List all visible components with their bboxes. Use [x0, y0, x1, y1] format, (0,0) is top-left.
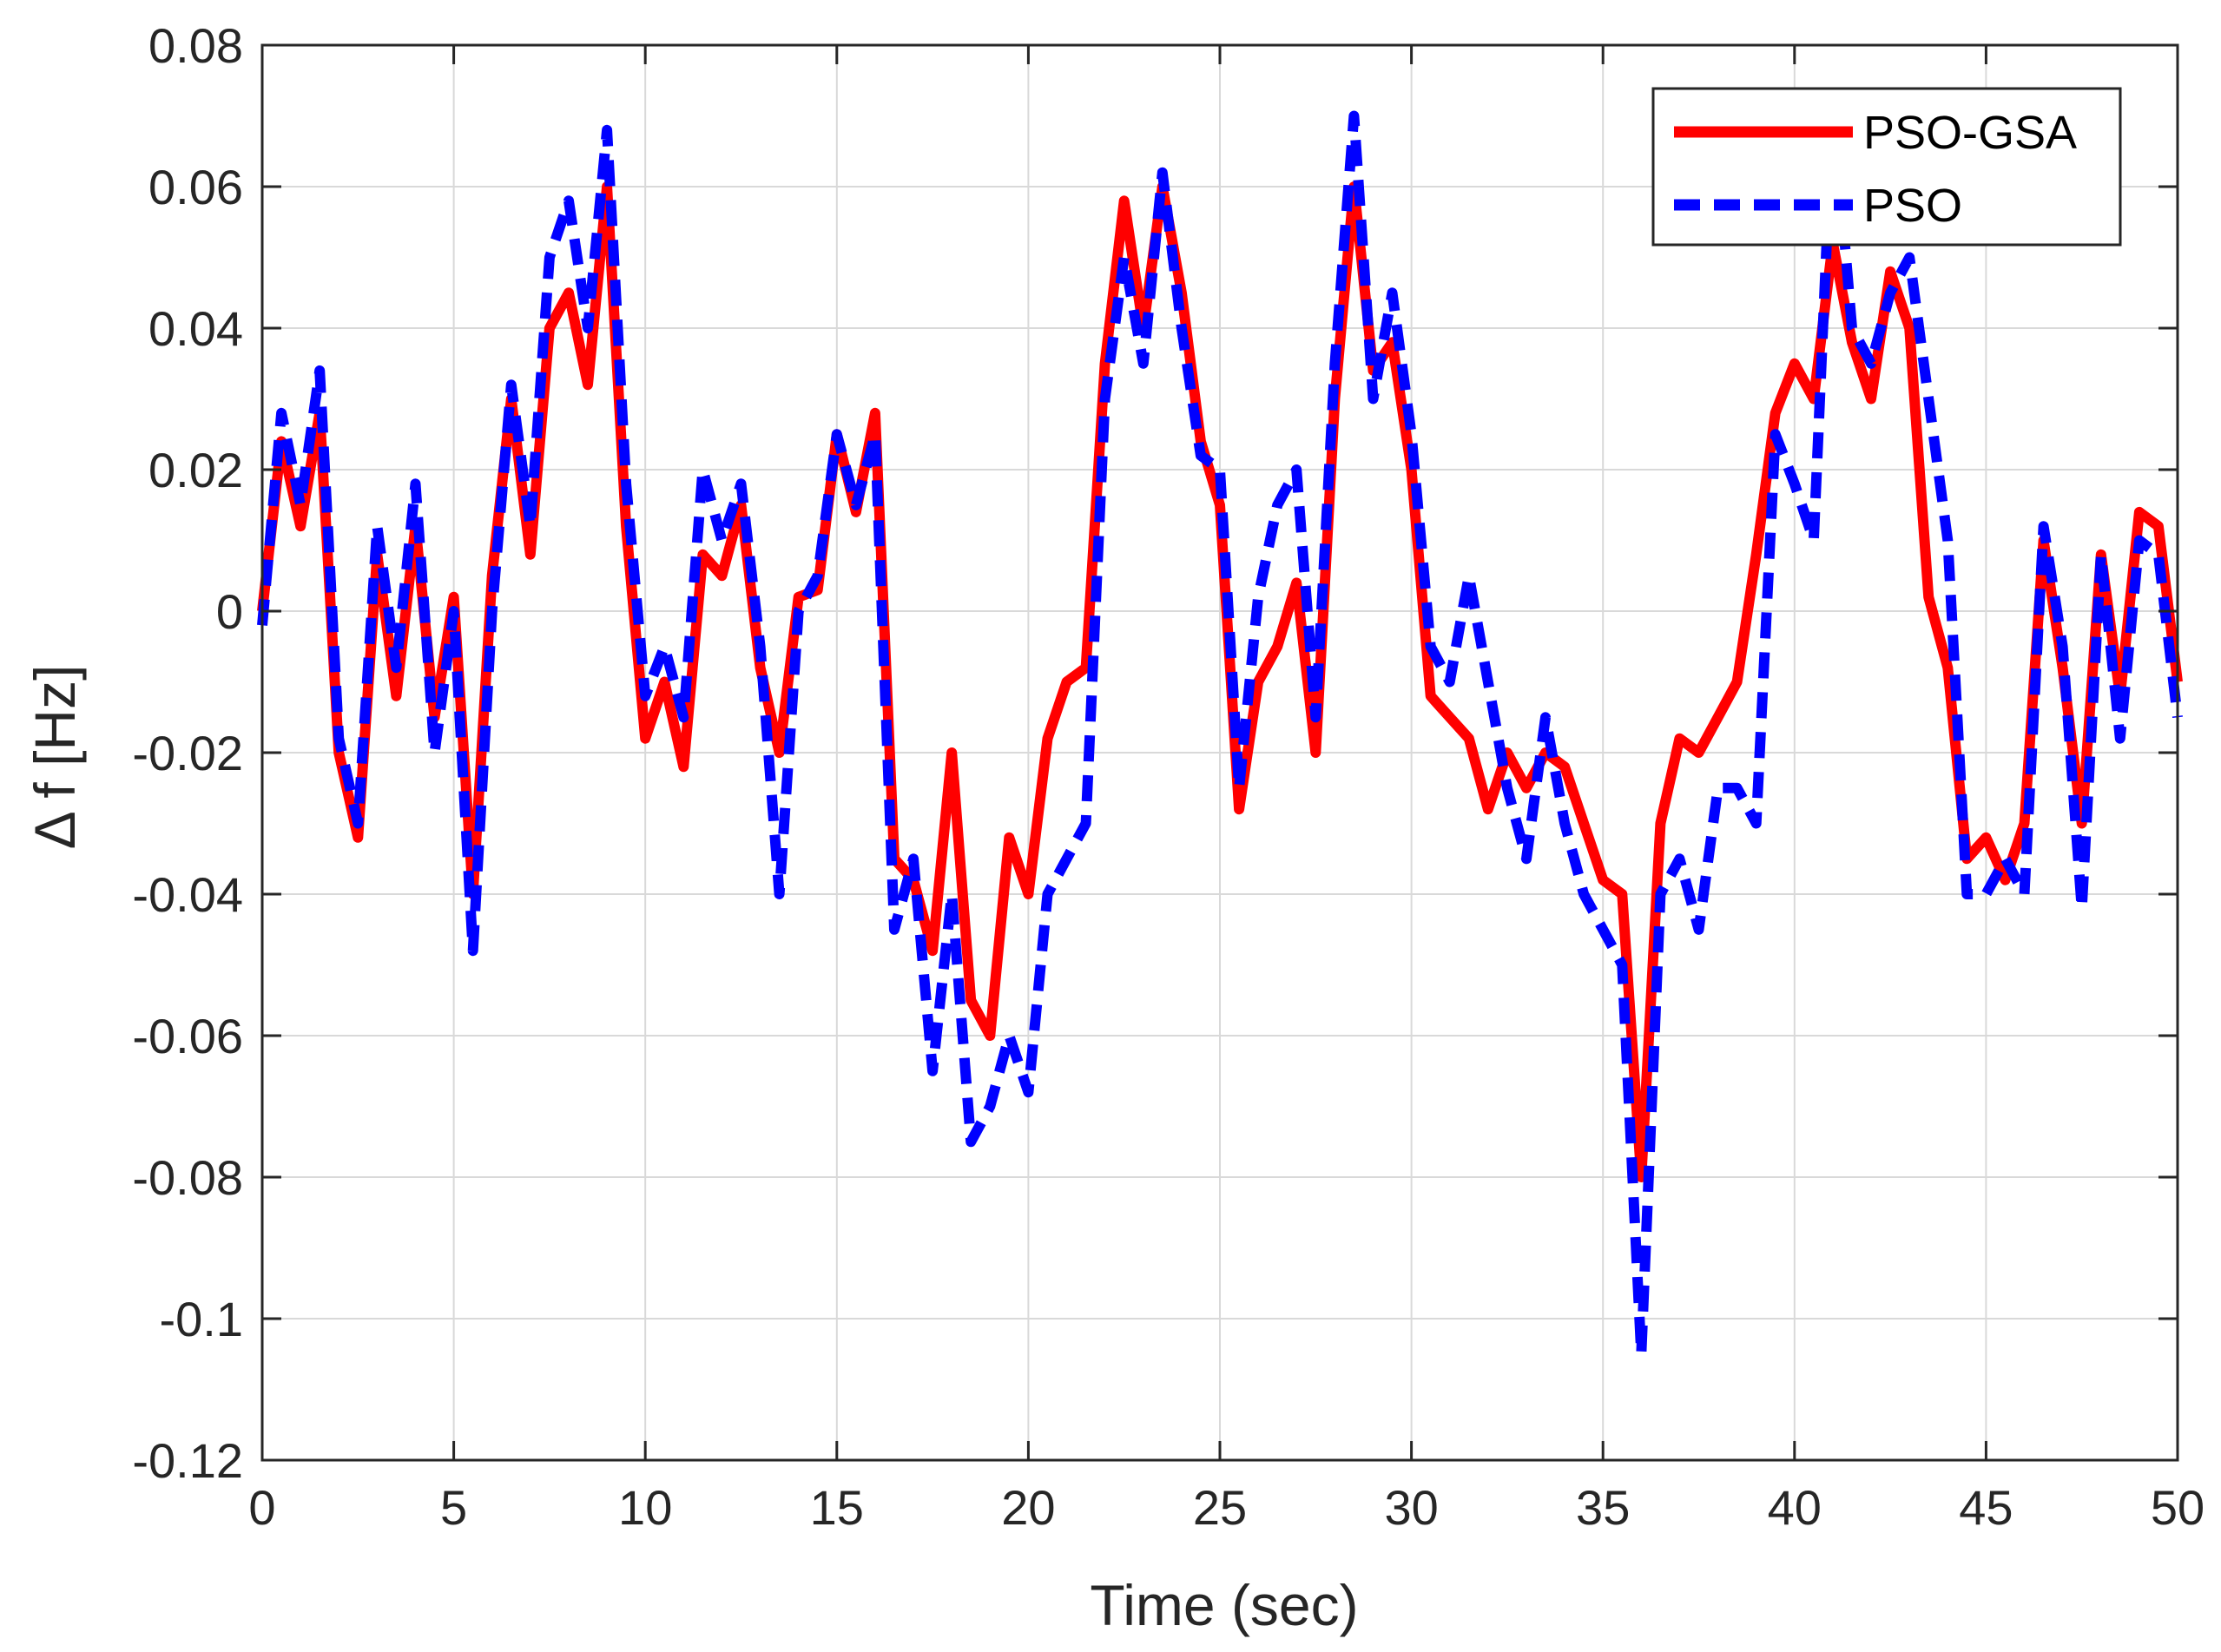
x-tick-label: 20 [1001, 1480, 1055, 1535]
x-tick-label: 30 [1384, 1480, 1438, 1535]
x-tick-label: 0 [248, 1480, 275, 1535]
ticks [260, 43, 2179, 1462]
y-tick-label: 0.04 [148, 301, 243, 356]
x-tick-label: 35 [1576, 1480, 1630, 1535]
y-tick-label: -0.06 [132, 1009, 243, 1063]
y-tick-label: -0.04 [132, 867, 243, 922]
y-tick-label: 0.06 [148, 160, 243, 214]
series-line-pso-gsa [257, 181, 2183, 1182]
legend-box [1651, 87, 2122, 247]
y-tick-label: -0.02 [132, 726, 243, 780]
legend-label-pso: PSO [1863, 180, 1962, 232]
y-tick-label: -0.08 [132, 1150, 243, 1205]
y-tick-label: 0.02 [148, 443, 243, 497]
x-tick-label: 45 [1959, 1480, 2013, 1535]
y-axis-label: Δ f [Hz] [23, 665, 87, 850]
x-tick-label: 40 [1768, 1480, 1822, 1535]
x-tick-label: 25 [1193, 1480, 1247, 1535]
x-tick-label: 5 [440, 1480, 467, 1535]
x-axis-label: Time (sec) [1090, 1573, 1358, 1637]
y-tick-label: 0 [216, 584, 243, 639]
y-tick-label: -0.1 [160, 1292, 244, 1346]
series-layer [257, 96, 2183, 1359]
series-line-pso [257, 96, 2183, 1359]
tick-labels: 0 5 10 15 20 25 30 35 40 45 500.080.060.040.020-0.… [132, 18, 2205, 1535]
x-tick-label: 15 [810, 1480, 864, 1535]
legend: PSO-GSA PSO [1651, 87, 2122, 247]
y-tick-label: -0.12 [132, 1433, 243, 1488]
x-tick-label: 10 [618, 1480, 672, 1535]
y-tick-label: 0.08 [148, 18, 243, 73]
legend-label-pso-gsa: PSO-GSA [1863, 107, 2077, 159]
x-tick-label: 50 [2151, 1480, 2205, 1535]
